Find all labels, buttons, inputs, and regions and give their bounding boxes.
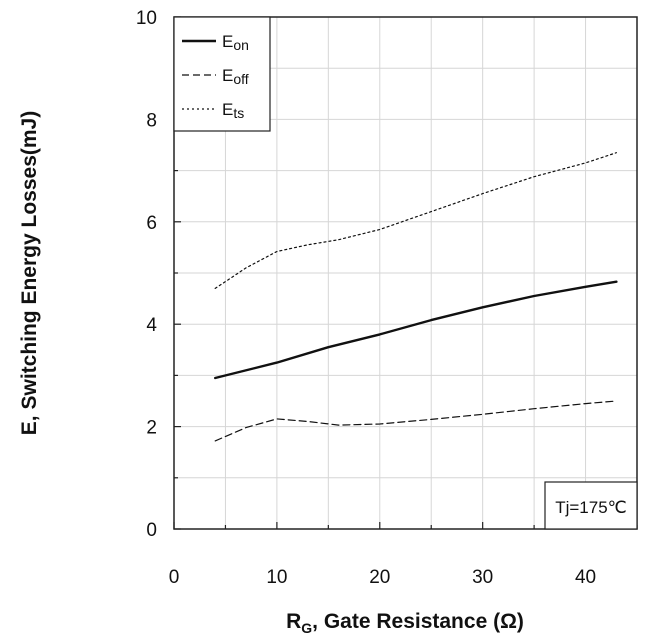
y-tick-label: 10 xyxy=(136,8,157,29)
x-tick-label: 0 xyxy=(169,567,180,588)
legend-label-ets: Ets xyxy=(222,100,244,121)
grid-lines xyxy=(174,17,637,529)
y-tick-label: 6 xyxy=(146,213,157,234)
x-tick-label: 10 xyxy=(266,567,287,588)
annotation-text: Tj=175℃ xyxy=(555,498,627,517)
legend: Eon Eoff Ets xyxy=(173,16,271,132)
y-tick-label: 0 xyxy=(146,520,157,541)
legend-label-eon: Eon xyxy=(222,32,249,53)
x-axis-title-sub: G xyxy=(301,620,312,636)
series-ets-line xyxy=(214,152,618,289)
series-eon-line xyxy=(213,280,618,380)
legend-box xyxy=(173,16,271,132)
y-tick-label: 8 xyxy=(146,110,157,131)
x-axis-title-main: R xyxy=(286,610,301,633)
x-axis-title-rest: , Gate Resistance (Ω) xyxy=(312,610,524,633)
x-axis-title: RG, Gate Resistance (Ω) xyxy=(286,610,524,636)
x-tick-label: 20 xyxy=(369,567,390,588)
legend-label-eoff: Eoff xyxy=(222,66,249,87)
annotation-box xyxy=(544,481,638,530)
x-tick-label: 40 xyxy=(575,567,596,588)
series-layer xyxy=(213,152,618,442)
tick-labels: 0 10 20 30 40 0 2 4 6 8 10 xyxy=(136,8,596,588)
y-axis-title: E, Switching Energy Losses(mJ) xyxy=(18,111,41,435)
y-tick-label: 2 xyxy=(146,418,157,439)
temperature-annotation: Tj=175℃ xyxy=(544,481,638,530)
x-tick-label: 30 xyxy=(472,567,493,588)
y-tick-label: 4 xyxy=(146,315,157,336)
series-eoff-line xyxy=(214,400,618,442)
